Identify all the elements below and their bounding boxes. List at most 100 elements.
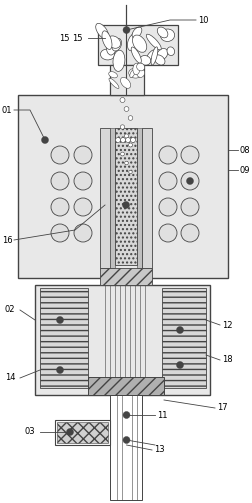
Text: 10: 10 bbox=[197, 16, 208, 25]
Text: 17: 17 bbox=[216, 403, 227, 412]
Ellipse shape bbox=[146, 50, 155, 61]
Bar bbox=[57, 422, 108, 443]
Bar bbox=[40, 288, 88, 388]
Circle shape bbox=[120, 125, 124, 129]
Ellipse shape bbox=[132, 35, 146, 52]
Ellipse shape bbox=[111, 38, 121, 51]
Bar bbox=[137, 128, 141, 268]
Ellipse shape bbox=[136, 63, 144, 71]
Circle shape bbox=[74, 224, 92, 242]
Ellipse shape bbox=[137, 41, 144, 49]
Circle shape bbox=[158, 224, 176, 242]
Text: 01: 01 bbox=[2, 106, 12, 115]
Bar bbox=[88, 377, 163, 395]
Ellipse shape bbox=[160, 29, 174, 41]
Ellipse shape bbox=[113, 50, 124, 71]
Ellipse shape bbox=[132, 63, 139, 75]
Ellipse shape bbox=[146, 34, 161, 50]
Bar bbox=[98, 25, 177, 65]
Circle shape bbox=[176, 326, 183, 333]
Circle shape bbox=[122, 27, 130, 34]
Circle shape bbox=[51, 146, 69, 164]
Circle shape bbox=[120, 137, 125, 142]
Ellipse shape bbox=[127, 34, 137, 51]
Circle shape bbox=[180, 198, 198, 216]
Ellipse shape bbox=[136, 68, 144, 77]
Circle shape bbox=[128, 171, 132, 174]
Circle shape bbox=[158, 146, 176, 164]
Circle shape bbox=[119, 98, 124, 103]
Text: 13: 13 bbox=[153, 446, 164, 455]
Bar bbox=[161, 288, 205, 388]
Ellipse shape bbox=[107, 36, 120, 48]
Circle shape bbox=[176, 362, 183, 369]
Ellipse shape bbox=[109, 78, 118, 89]
Circle shape bbox=[51, 172, 69, 190]
Circle shape bbox=[122, 202, 129, 209]
Ellipse shape bbox=[130, 32, 138, 49]
Circle shape bbox=[74, 146, 92, 164]
Circle shape bbox=[180, 172, 198, 190]
Text: 16: 16 bbox=[2, 235, 13, 244]
Text: 08: 08 bbox=[239, 145, 250, 154]
Circle shape bbox=[56, 367, 63, 374]
Circle shape bbox=[124, 107, 128, 111]
Ellipse shape bbox=[108, 71, 117, 78]
Circle shape bbox=[180, 146, 198, 164]
Bar bbox=[100, 268, 151, 285]
Circle shape bbox=[74, 198, 92, 216]
Text: 18: 18 bbox=[221, 356, 232, 365]
Circle shape bbox=[158, 172, 176, 190]
Bar bbox=[35, 285, 209, 395]
Ellipse shape bbox=[100, 49, 114, 60]
Text: 14: 14 bbox=[5, 374, 15, 382]
Text: 15: 15 bbox=[72, 34, 82, 42]
Circle shape bbox=[180, 224, 198, 242]
Circle shape bbox=[158, 198, 176, 216]
Bar bbox=[141, 128, 151, 268]
Ellipse shape bbox=[154, 55, 164, 65]
Ellipse shape bbox=[150, 47, 157, 65]
Ellipse shape bbox=[129, 70, 135, 77]
Text: 11: 11 bbox=[156, 410, 167, 420]
Circle shape bbox=[41, 136, 48, 143]
Circle shape bbox=[186, 178, 193, 185]
Ellipse shape bbox=[156, 48, 167, 60]
Bar bbox=[110, 395, 141, 500]
Bar bbox=[18, 95, 227, 278]
Bar bbox=[115, 128, 137, 265]
Ellipse shape bbox=[131, 47, 141, 63]
Circle shape bbox=[124, 161, 128, 165]
Circle shape bbox=[122, 411, 130, 418]
Ellipse shape bbox=[157, 27, 167, 38]
Circle shape bbox=[51, 198, 69, 216]
Circle shape bbox=[124, 134, 128, 138]
Ellipse shape bbox=[132, 27, 141, 38]
Text: 09: 09 bbox=[239, 165, 249, 175]
Bar bbox=[100, 128, 110, 268]
Circle shape bbox=[130, 137, 135, 142]
Ellipse shape bbox=[128, 68, 141, 78]
Text: 03: 03 bbox=[25, 428, 36, 437]
Text: 02: 02 bbox=[5, 305, 15, 314]
Circle shape bbox=[128, 143, 132, 147]
Circle shape bbox=[120, 152, 124, 156]
Ellipse shape bbox=[166, 47, 174, 55]
Circle shape bbox=[74, 172, 92, 190]
Ellipse shape bbox=[106, 37, 116, 55]
Circle shape bbox=[128, 116, 132, 120]
Circle shape bbox=[56, 316, 63, 323]
Circle shape bbox=[122, 437, 130, 444]
Circle shape bbox=[115, 137, 120, 142]
Circle shape bbox=[125, 137, 130, 142]
Ellipse shape bbox=[95, 23, 108, 39]
Bar bbox=[110, 128, 115, 268]
Bar bbox=[55, 420, 110, 445]
Circle shape bbox=[66, 429, 73, 436]
Bar bbox=[110, 65, 143, 95]
Ellipse shape bbox=[139, 55, 150, 65]
Text: 15: 15 bbox=[59, 34, 70, 42]
Text: 12: 12 bbox=[221, 320, 232, 329]
Ellipse shape bbox=[120, 77, 130, 89]
Circle shape bbox=[51, 224, 69, 242]
